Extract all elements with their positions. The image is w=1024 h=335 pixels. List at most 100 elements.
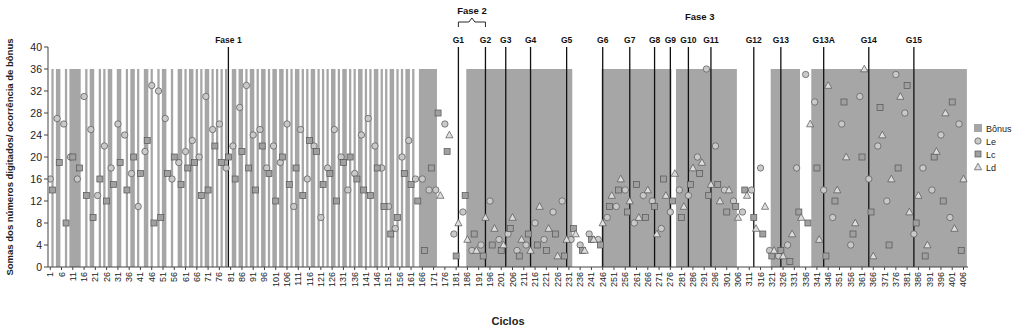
x-tick xyxy=(275,267,276,270)
point xyxy=(460,209,466,215)
point xyxy=(155,88,161,94)
point xyxy=(859,154,865,160)
point xyxy=(422,248,428,254)
bonus-bar xyxy=(358,69,363,267)
point xyxy=(554,252,561,259)
point xyxy=(933,148,940,155)
scatter-series xyxy=(48,66,962,259)
x-tick-label: 146 xyxy=(372,272,382,287)
x-tick-label: 286 xyxy=(688,272,698,287)
y-tick xyxy=(44,47,48,48)
point xyxy=(888,175,895,182)
x-tick-label: 226 xyxy=(553,272,563,287)
x-tick-label: 396 xyxy=(936,272,946,287)
point xyxy=(572,230,579,237)
point xyxy=(857,93,863,99)
x-tick xyxy=(196,267,197,270)
point xyxy=(805,220,811,226)
point xyxy=(698,159,705,166)
bonus-bar xyxy=(65,69,67,267)
point xyxy=(97,176,103,182)
point xyxy=(625,209,631,215)
point xyxy=(318,214,324,220)
x-tick xyxy=(873,267,874,270)
point xyxy=(406,137,412,143)
point xyxy=(482,214,489,221)
x-tick-label: 71 xyxy=(203,272,213,282)
x-tick xyxy=(72,267,73,270)
point xyxy=(500,241,507,248)
y-tick xyxy=(44,113,48,114)
bonus-bar xyxy=(342,69,347,267)
phase-line xyxy=(688,47,689,267)
phase-label: G2 xyxy=(480,35,492,45)
bonus-bar xyxy=(157,69,159,267)
x-tick xyxy=(61,267,62,270)
bonus-bar xyxy=(349,69,351,267)
point xyxy=(960,175,967,182)
x-tick xyxy=(783,267,784,270)
point xyxy=(236,104,242,110)
point xyxy=(958,248,964,254)
point xyxy=(590,236,597,243)
x-tick xyxy=(478,267,479,270)
x-tick-label: 1 xyxy=(45,272,55,277)
x-tick-label: 241 xyxy=(586,272,596,287)
x-tick-label: 91 xyxy=(248,272,258,282)
point xyxy=(401,171,407,177)
point xyxy=(789,230,796,237)
point xyxy=(442,121,448,127)
bonus-bar xyxy=(311,69,316,267)
bonus-bar xyxy=(405,69,410,267)
point xyxy=(897,93,904,100)
phase-label: G4 xyxy=(525,35,537,45)
point xyxy=(70,154,76,160)
bonus-bar xyxy=(286,69,288,267)
x-tick xyxy=(253,267,254,270)
point xyxy=(165,171,171,177)
point xyxy=(793,165,799,171)
point xyxy=(895,165,901,171)
point xyxy=(915,192,922,199)
point xyxy=(911,231,917,237)
x-tick xyxy=(715,267,716,270)
x-tick xyxy=(388,267,389,270)
point xyxy=(787,259,793,265)
y-tick xyxy=(44,245,48,246)
point xyxy=(802,71,808,77)
y-axis-label: Somas dos números digitados/ ocorrência … xyxy=(4,38,15,275)
point xyxy=(144,138,150,144)
x-tick xyxy=(230,267,231,270)
x-tick-label: 166 xyxy=(417,272,427,287)
point xyxy=(543,248,549,254)
y-tick xyxy=(44,179,48,180)
x-tick xyxy=(794,267,795,270)
x-tick xyxy=(50,267,51,270)
x-tick xyxy=(489,267,490,270)
x-tick xyxy=(95,267,96,270)
phase-label: G13 xyxy=(773,35,789,45)
point xyxy=(300,193,306,199)
point xyxy=(581,247,588,254)
point xyxy=(230,143,236,149)
point xyxy=(949,99,955,105)
point xyxy=(327,171,333,177)
legend-swatch xyxy=(974,163,981,170)
phase-line xyxy=(670,47,671,267)
x-tick xyxy=(738,267,739,270)
point xyxy=(617,175,624,182)
phase-title: Fase 3 xyxy=(685,11,715,22)
point xyxy=(246,165,252,171)
point xyxy=(942,109,949,116)
x-tick-label: 101 xyxy=(271,272,281,287)
bonus-bar xyxy=(211,69,213,267)
x-tick xyxy=(647,267,648,270)
point xyxy=(331,126,337,132)
bonus-bar xyxy=(56,69,61,267)
point xyxy=(523,242,529,248)
plot-area xyxy=(48,47,967,267)
point xyxy=(239,149,245,155)
x-tick xyxy=(433,267,434,270)
phase-label: G9 xyxy=(665,35,677,45)
point xyxy=(115,121,121,127)
